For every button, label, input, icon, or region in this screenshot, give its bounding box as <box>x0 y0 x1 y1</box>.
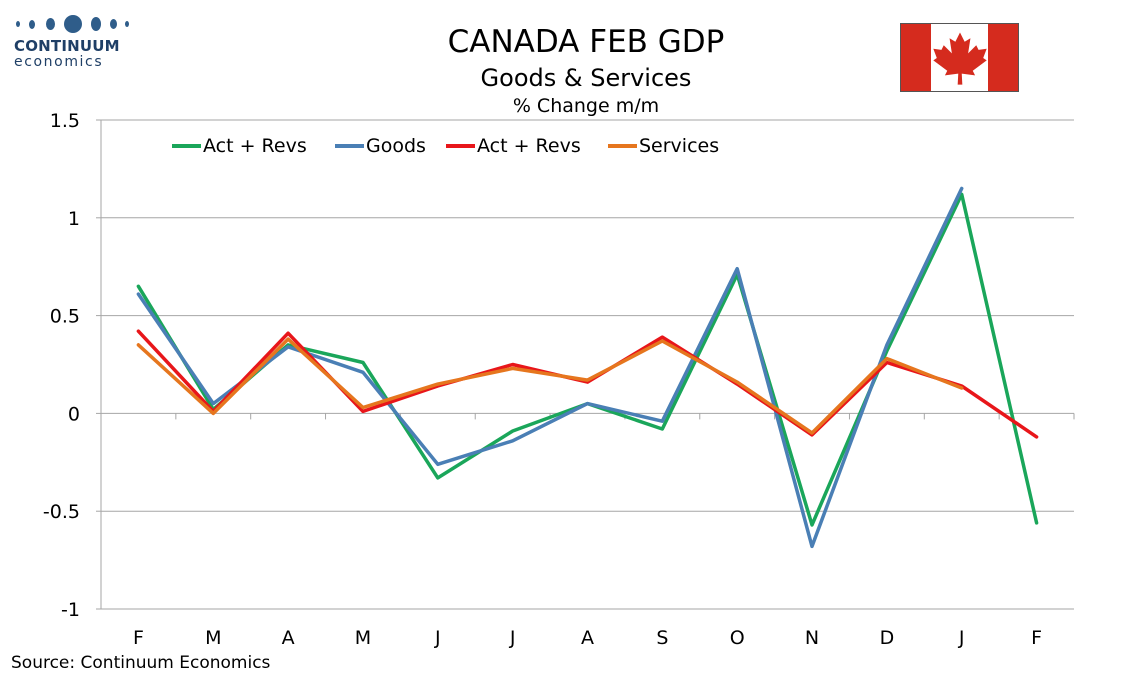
grid <box>101 119 1074 610</box>
x-tick-label: D <box>880 627 895 649</box>
x-tick-label: J <box>509 627 516 649</box>
x-tick-label: A <box>282 627 295 649</box>
chart-subtitle: Goods & Services <box>481 64 692 92</box>
x-tick-label: O <box>730 627 745 649</box>
x-tick-label: A <box>581 627 594 649</box>
y-tick-label: 1 <box>68 208 80 230</box>
series-lines <box>136 186 1039 549</box>
chart-title: CANADA FEB GDP <box>448 24 725 60</box>
canada-flag-icon <box>900 23 1019 92</box>
x-tick-label: M <box>355 627 371 649</box>
legend-label: Act + Revs <box>203 135 307 157</box>
source-note: Source: Continuum Economics <box>11 653 271 673</box>
x-tick-label: F <box>1031 627 1042 649</box>
y-tick-label: -0.5 <box>43 501 80 523</box>
legend-label: Act + Revs <box>477 135 581 157</box>
y-tick-label: 1.5 <box>50 110 80 132</box>
x-tick-label: F <box>133 627 144 649</box>
x-tick-label: N <box>805 627 819 649</box>
logo-sub: economics <box>14 54 104 70</box>
continuum-logo: CONTINUUM economics <box>14 14 134 70</box>
y-axis-label: % Change m/m <box>513 95 659 117</box>
x-tick-label: M <box>205 627 221 649</box>
y-tick-label: -1 <box>61 599 80 621</box>
series-line <box>136 186 964 549</box>
legend-label: Goods <box>366 135 426 157</box>
logo-dots-icon <box>14 14 134 34</box>
x-tick-label: J <box>958 627 965 649</box>
series-line <box>136 337 964 435</box>
y-tick-label: 0 <box>68 403 80 425</box>
x-tick-label: J <box>434 627 441 649</box>
axes: 1.5 1 0.5 0 -0.5 -1 F M A M J J A S O N D J F <box>43 110 1075 649</box>
legend-label: Services <box>639 135 719 157</box>
y-tick-label: 0.5 <box>50 306 80 328</box>
legend: Act + Revs Goods Act + Revs Services <box>172 135 719 157</box>
logo-name: CONTINUUM <box>14 37 120 55</box>
x-tick-label: S <box>656 627 668 649</box>
series-line <box>136 329 1039 439</box>
